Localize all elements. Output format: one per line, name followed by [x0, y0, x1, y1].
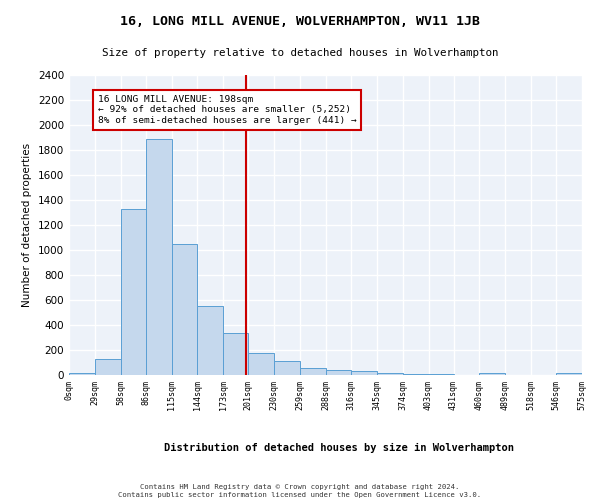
Bar — [274, 361, 300, 375]
Bar — [223, 332, 248, 375]
Text: 16, LONG MILL AVENUE, WOLVERHAMPTON, WV11 1JB: 16, LONG MILL AVENUE, WOLVERHAMPTON, WV1… — [120, 15, 480, 28]
Bar — [326, 370, 351, 375]
Bar — [146, 138, 172, 375]
Bar — [121, 209, 146, 375]
Bar — [172, 244, 197, 375]
Text: Distribution of detached houses by size in Wolverhampton: Distribution of detached houses by size … — [164, 442, 514, 452]
Bar — [248, 353, 274, 375]
Bar — [300, 368, 326, 375]
Y-axis label: Number of detached properties: Number of detached properties — [22, 143, 32, 307]
Bar — [403, 374, 428, 375]
Text: Size of property relative to detached houses in Wolverhampton: Size of property relative to detached ho… — [102, 48, 498, 58]
Text: 16 LONG MILL AVENUE: 198sqm
← 92% of detached houses are smaller (5,252)
8% of s: 16 LONG MILL AVENUE: 198sqm ← 92% of det… — [98, 95, 356, 125]
Bar — [197, 306, 223, 375]
Text: Contains HM Land Registry data © Crown copyright and database right 2024.
Contai: Contains HM Land Registry data © Crown c… — [118, 484, 482, 498]
Bar — [351, 371, 377, 375]
Bar — [377, 372, 403, 375]
Bar — [69, 372, 95, 375]
Bar — [428, 374, 454, 375]
Bar — [479, 373, 505, 375]
Bar — [95, 359, 121, 375]
Bar — [556, 372, 582, 375]
